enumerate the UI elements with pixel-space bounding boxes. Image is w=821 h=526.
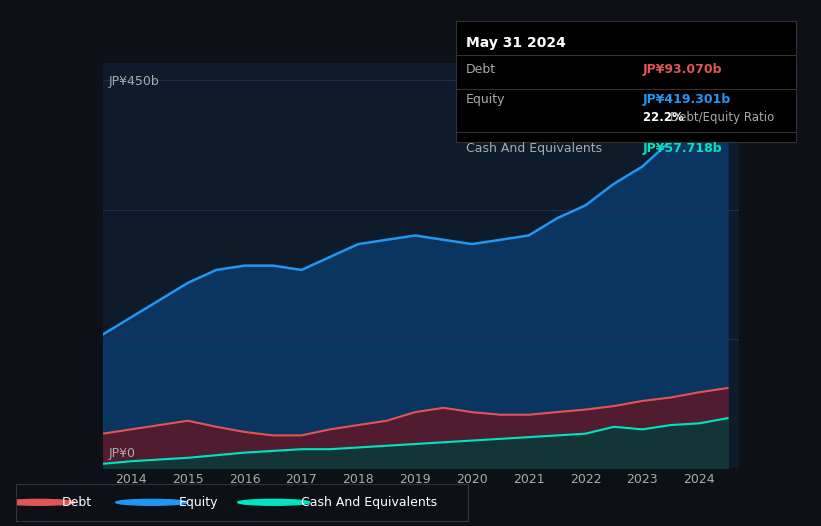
Text: JP¥57.718b: JP¥57.718b <box>643 141 722 155</box>
Text: Cash And Equivalents: Cash And Equivalents <box>301 496 437 509</box>
Text: Cash And Equivalents: Cash And Equivalents <box>466 141 602 155</box>
Text: 22.2%: 22.2% <box>643 112 688 124</box>
Text: Debt: Debt <box>62 496 92 509</box>
Text: JP¥450b: JP¥450b <box>109 75 160 88</box>
Text: May 31 2024: May 31 2024 <box>466 36 566 49</box>
Text: Debt/Equity Ratio: Debt/Equity Ratio <box>670 112 774 124</box>
Circle shape <box>238 499 310 505</box>
Text: JP¥93.070b: JP¥93.070b <box>643 63 722 76</box>
Circle shape <box>116 499 188 505</box>
Text: Equity: Equity <box>179 496 218 509</box>
Text: JP¥419.301b: JP¥419.301b <box>643 93 732 106</box>
Text: Equity: Equity <box>466 93 506 106</box>
Circle shape <box>2 499 76 505</box>
Text: JP¥0: JP¥0 <box>109 447 136 460</box>
Text: Debt: Debt <box>466 63 496 76</box>
